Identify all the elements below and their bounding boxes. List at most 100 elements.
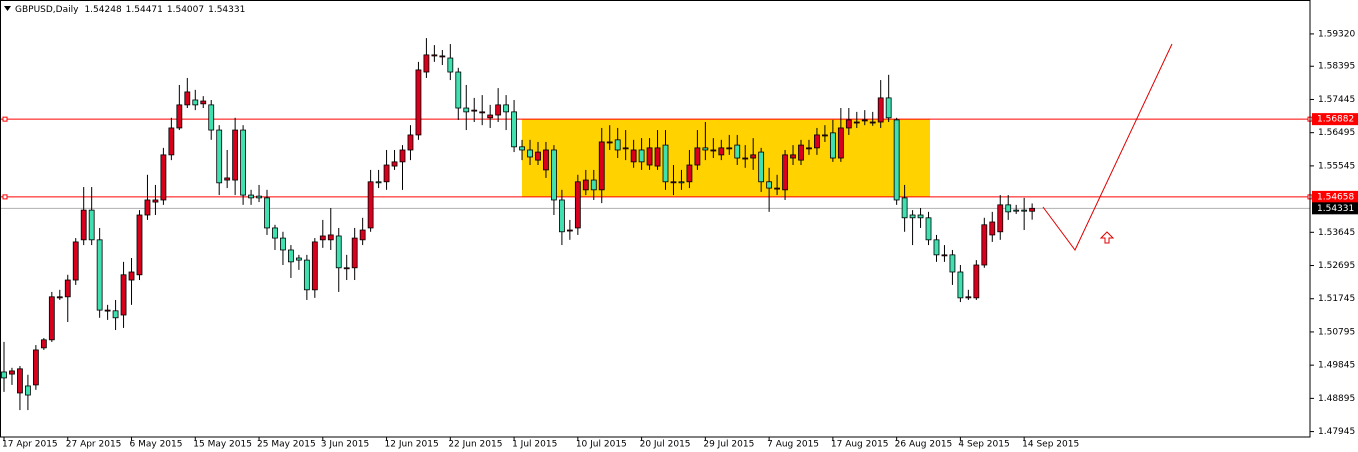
candle-body	[527, 149, 533, 158]
y-tick-label: 1.49845	[1318, 361, 1355, 371]
candle-body	[423, 54, 430, 73]
candle-body	[1013, 209, 1020, 212]
x-tick-label: 10 Jul 2015	[576, 440, 627, 450]
x-tick-label: 1 Jul 2015	[512, 440, 557, 450]
y-tick-label: 1.56495	[1318, 128, 1355, 138]
candle-body	[56, 296, 63, 299]
y-tick-label: 1.50795	[1318, 327, 1355, 337]
candle-body	[216, 129, 223, 184]
candle-body	[232, 129, 239, 181]
candle-body	[798, 144, 804, 161]
candle-body	[264, 197, 270, 229]
y-tick-label: 1.52695	[1318, 261, 1355, 271]
candle-body	[463, 107, 470, 113]
y-tick-label: 1.57445	[1318, 95, 1355, 105]
candle-body	[327, 234, 334, 241]
candle-body	[822, 134, 828, 137]
candle-layer	[1, 38, 1036, 411]
candle-body	[949, 254, 956, 273]
candle-body	[845, 119, 852, 129]
candle-body	[622, 147, 629, 150]
candle-body	[790, 154, 796, 159]
candle-body	[391, 161, 398, 167]
menu-triangle	[4, 6, 11, 11]
candle-body	[136, 214, 143, 276]
candle-body	[877, 97, 884, 123]
candle-body	[455, 71, 462, 109]
y-tick-label: 1.58395	[1318, 62, 1355, 72]
y-tick-label: 1.59320	[1318, 29, 1355, 39]
header: GBPUSD,Daily 1.54248 1.54471 1.54007 1.54331	[15, 5, 245, 15]
candle-body	[399, 149, 406, 163]
x-tick-label: 17 Aug 2015	[831, 440, 889, 450]
candle-body	[829, 132, 836, 159]
x-tick-label: 29 Jul 2015	[703, 440, 754, 450]
candle-body	[973, 264, 980, 299]
zone-layer	[522, 119, 930, 197]
candle-body	[566, 229, 573, 232]
candle-body	[1005, 204, 1012, 213]
candle-body	[957, 271, 964, 299]
candle-body	[288, 249, 294, 263]
level-price-label: 1.54658	[1317, 192, 1354, 202]
candle-body	[774, 187, 780, 190]
x-tick-label: 26 Aug 2015	[895, 440, 953, 450]
candle-body	[375, 181, 382, 184]
candle-body	[431, 54, 438, 57]
x-tick-label: 4 Sep 2015	[958, 440, 1009, 450]
candle-body	[25, 385, 31, 396]
candle-body	[256, 195, 262, 199]
candle-body	[168, 127, 175, 156]
candle-body	[343, 267, 350, 270]
candle-body	[893, 119, 900, 201]
candle-body	[72, 241, 79, 281]
level-price-box	[1312, 113, 1358, 126]
level-marker	[2, 116, 8, 122]
y-tick-label: 1.48895	[1318, 394, 1355, 404]
x-tick-label: 14 Sep 2015	[1022, 440, 1079, 450]
candle-body	[40, 339, 47, 349]
candle-body	[606, 141, 613, 144]
candle-body	[646, 147, 653, 166]
candle-body	[630, 149, 637, 163]
y-tick-label: 1.53645	[1318, 228, 1355, 238]
candle-body	[885, 97, 892, 119]
candle-body	[64, 279, 71, 298]
x-tick-label: 20 Jul 2015	[640, 440, 691, 450]
header-low: 1.54007	[167, 5, 204, 15]
current-price-box	[1312, 202, 1358, 215]
candle-body	[104, 309, 111, 312]
candle-body	[120, 274, 127, 316]
candle-body	[407, 134, 414, 151]
candle-body	[487, 114, 494, 119]
candle-body	[917, 214, 924, 219]
candle-body	[981, 224, 988, 266]
candle-body	[742, 157, 749, 160]
candle-body	[272, 227, 278, 239]
header-high: 1.54471	[126, 5, 163, 15]
candle-body	[192, 99, 199, 106]
candle-body	[750, 154, 757, 159]
zone	[522, 119, 930, 197]
candle-body	[160, 154, 167, 201]
candle-body	[248, 194, 254, 199]
arrow-up-icon	[1099, 231, 1115, 244]
candle-body	[861, 119, 868, 122]
candle-body	[240, 129, 247, 196]
candle-body	[989, 221, 996, 236]
candle-body	[654, 147, 661, 167]
projection-line	[1042, 43, 1173, 251]
candle-body	[933, 239, 940, 256]
x-tick-label: 27 Apr 2015	[66, 440, 122, 450]
candle-body	[782, 154, 788, 191]
level-marker	[2, 194, 8, 200]
axis-layer: 1.59320 1.58395 1.57445 1.56495 1.55545 1.536…	[2, 29, 1358, 450]
candle-body	[638, 149, 645, 163]
candle-body	[311, 241, 318, 291]
candle-body	[614, 139, 621, 151]
y-tick-label: 1.51745	[1318, 294, 1355, 304]
candle-body	[80, 209, 87, 241]
candle-body	[694, 147, 701, 166]
